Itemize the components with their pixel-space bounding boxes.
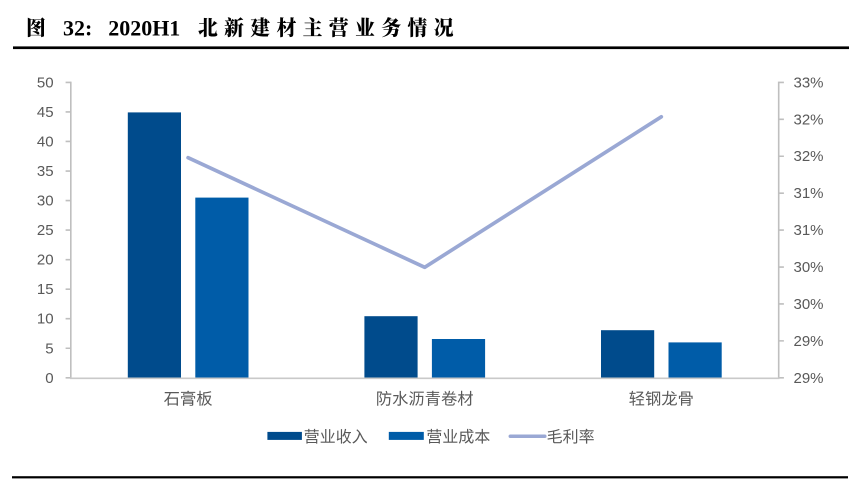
svg-text:32%: 32% [794,111,824,128]
svg-text:2020H1: 2020H1 [108,16,180,41]
svg-text:31%: 31% [794,185,824,202]
svg-text:32:: 32: [63,16,92,41]
svg-text:25: 25 [37,222,54,239]
svg-text:15: 15 [37,281,54,298]
svg-text:10: 10 [37,311,54,328]
svg-text:32%: 32% [794,148,824,165]
svg-text:33%: 33% [794,74,824,91]
svg-text:31%: 31% [794,222,824,239]
svg-text:29%: 29% [794,333,824,350]
svg-text:29%: 29% [794,370,824,387]
svg-text:30%: 30% [794,259,824,276]
svg-text:50: 50 [37,74,54,91]
svg-text:40: 40 [37,134,54,151]
svg-text:35: 35 [37,163,54,180]
svg-text:30%: 30% [794,296,824,313]
svg-text:5: 5 [45,340,53,357]
svg-text:20: 20 [37,252,54,269]
svg-text:30: 30 [37,193,54,210]
svg-text:0: 0 [45,370,53,387]
svg-text:45: 45 [37,104,54,121]
